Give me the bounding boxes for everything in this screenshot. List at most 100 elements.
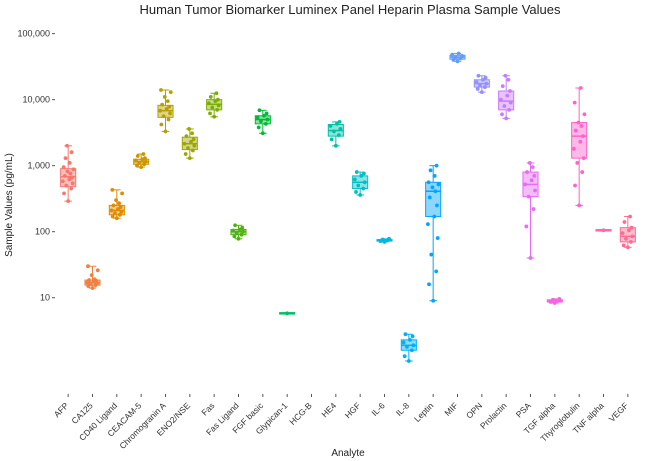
data-point xyxy=(434,269,439,274)
data-point xyxy=(114,198,118,203)
data-point xyxy=(577,203,582,208)
data-point xyxy=(387,236,391,241)
data-point xyxy=(189,139,193,144)
box-mif xyxy=(449,51,466,64)
data-point xyxy=(137,161,142,165)
data-point xyxy=(161,114,166,119)
data-point xyxy=(167,104,172,109)
data-point xyxy=(259,119,263,124)
data-point xyxy=(232,234,237,239)
data-point xyxy=(508,100,513,105)
data-point xyxy=(63,156,68,161)
data-point xyxy=(578,86,583,90)
data-point xyxy=(483,75,488,80)
data-point xyxy=(62,191,66,196)
data-point xyxy=(214,91,219,96)
data-point xyxy=(117,212,122,217)
box-leptin xyxy=(425,163,442,303)
data-point xyxy=(263,121,268,126)
data-point xyxy=(479,90,484,95)
data-point xyxy=(581,134,585,139)
data-point xyxy=(65,169,70,174)
data-point xyxy=(65,143,69,148)
data-point xyxy=(525,170,530,174)
data-point xyxy=(408,337,412,342)
box-thyroglobulin xyxy=(571,86,588,208)
data-point xyxy=(71,167,76,172)
data-point xyxy=(255,115,260,120)
data-point xyxy=(628,214,632,219)
data-point xyxy=(168,90,173,95)
x-tick-label: OPN xyxy=(464,400,484,420)
data-point xyxy=(504,116,509,121)
data-point xyxy=(116,207,120,211)
data-point xyxy=(92,277,97,282)
x-tick-label: HE4 xyxy=(319,400,338,419)
data-point xyxy=(573,128,578,133)
data-point xyxy=(581,156,586,161)
data-point xyxy=(256,125,261,130)
data-point xyxy=(620,231,625,236)
data-point xyxy=(234,231,239,236)
data-point xyxy=(528,256,533,260)
data-point xyxy=(436,182,441,187)
x-tick-label: Prolactin xyxy=(478,400,509,431)
data-point xyxy=(498,97,503,102)
data-point xyxy=(239,232,244,237)
data-point xyxy=(573,183,577,188)
data-point xyxy=(409,348,414,353)
data-point xyxy=(532,173,537,178)
data-point xyxy=(401,340,406,345)
data-point xyxy=(64,183,69,188)
data-point xyxy=(411,343,416,348)
data-point xyxy=(478,83,482,88)
data-point xyxy=(69,150,74,155)
x-axis-title: Analyte xyxy=(331,448,365,459)
data-point xyxy=(432,214,437,219)
data-point xyxy=(428,168,433,173)
data-point xyxy=(111,203,116,208)
data-point xyxy=(460,53,464,58)
data-point xyxy=(88,282,93,287)
data-point xyxy=(582,112,587,117)
data-point xyxy=(572,100,577,105)
data-point xyxy=(455,59,460,64)
data-point xyxy=(329,137,334,142)
data-point xyxy=(526,194,531,199)
box-chromogranin-a xyxy=(157,88,174,134)
box-il-6 xyxy=(376,236,393,244)
data-point xyxy=(262,113,266,118)
data-point xyxy=(159,122,164,127)
data-point xyxy=(236,236,241,241)
box-prolactin xyxy=(498,73,515,121)
data-point xyxy=(575,161,580,165)
y-axis: 10 100 1,000 10,000 100,000 xyxy=(17,29,55,303)
data-point xyxy=(505,93,510,98)
box-psa xyxy=(522,161,539,260)
data-point xyxy=(507,107,512,112)
data-point xyxy=(328,124,333,128)
data-point xyxy=(403,332,408,337)
data-point xyxy=(143,159,148,164)
data-point xyxy=(500,112,504,117)
y-axis-title: Sample Values (pg/mL) xyxy=(4,153,15,257)
data-point xyxy=(508,89,512,93)
x-tick-label: PSA xyxy=(514,400,533,419)
data-point xyxy=(361,186,366,191)
data-point xyxy=(231,228,236,233)
data-point xyxy=(110,187,115,192)
data-point xyxy=(67,161,72,165)
box-vegf xyxy=(619,214,636,250)
box-fgf-basic xyxy=(254,108,271,136)
box-afp xyxy=(60,143,77,204)
data-point xyxy=(192,143,197,148)
data-point xyxy=(453,55,458,60)
data-point xyxy=(406,359,411,363)
data-point xyxy=(506,77,511,82)
data-point xyxy=(117,201,121,206)
data-point xyxy=(625,245,630,250)
data-point xyxy=(502,104,507,108)
y-tick-label: 1,000 xyxy=(27,161,50,171)
y-tick-label: 10 xyxy=(40,293,50,303)
x-tick-label: Fas xyxy=(199,400,216,417)
